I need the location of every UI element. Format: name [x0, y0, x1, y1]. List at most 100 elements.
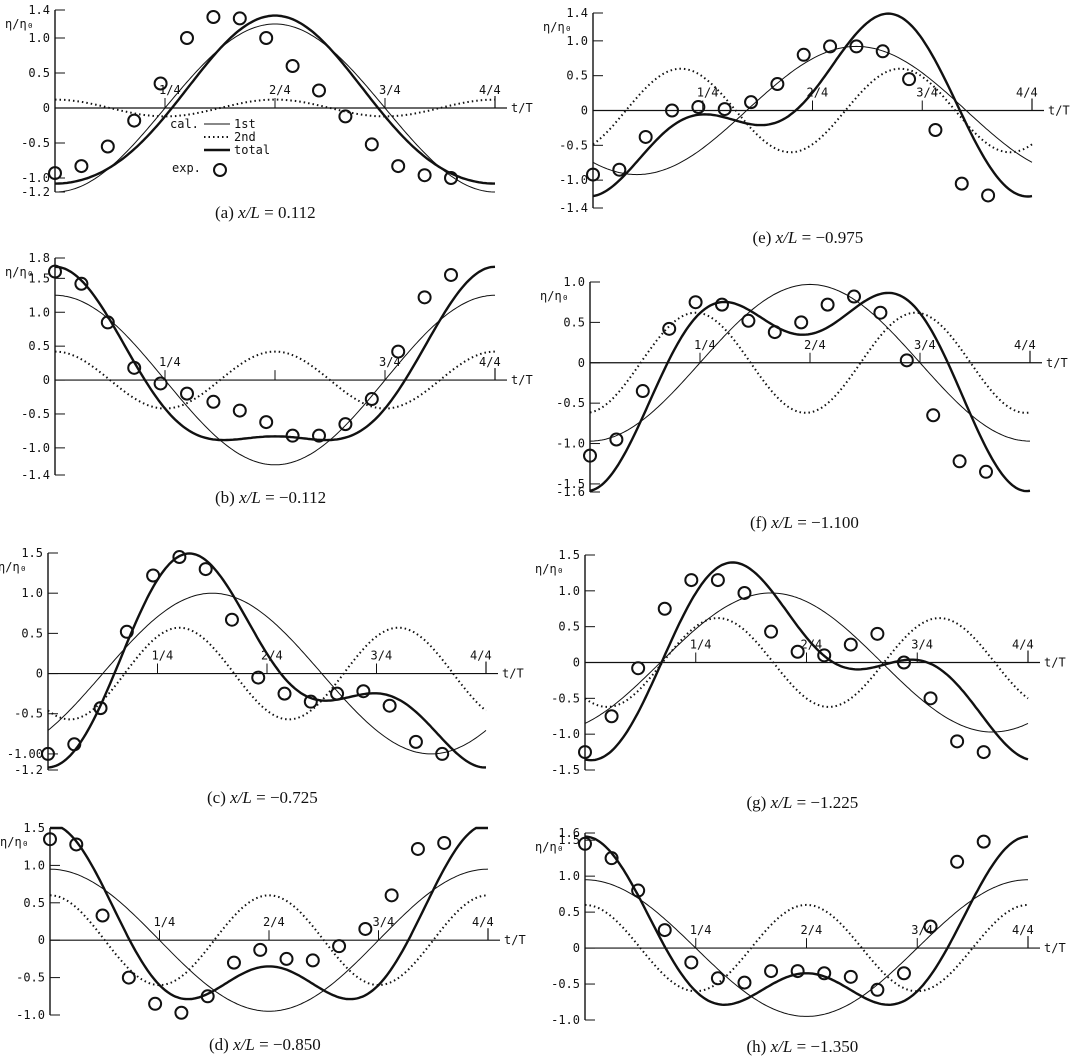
caption-prefix: (a)	[215, 203, 238, 222]
series-total-line	[54, 265, 496, 442]
exp-point	[232, 403, 247, 418]
exp-point	[358, 921, 373, 936]
caption-prefix: (e)	[753, 228, 776, 247]
exp-point	[744, 95, 759, 110]
x-tick-label: 4/4	[470, 649, 492, 663]
y-tick-label: -1.5	[556, 477, 585, 491]
exp-point	[391, 159, 406, 174]
exp-point	[976, 745, 991, 760]
exp-point	[417, 290, 432, 305]
y-tick-label: -1.4	[559, 201, 588, 215]
exp-point	[305, 953, 320, 968]
exp-point	[100, 139, 115, 154]
exp-point	[688, 295, 703, 310]
caption-variable: x/L	[770, 513, 793, 532]
x-tick-label: 3/4	[916, 86, 938, 100]
exp-point	[873, 305, 888, 320]
x-tick-label: 4/4	[1014, 338, 1036, 352]
panel-caption: (g) x/L = −1.225	[747, 793, 859, 812]
series-total-line	[584, 561, 1029, 762]
y-tick-label: 1.5	[21, 546, 43, 560]
caption-prefix: (b)	[215, 488, 239, 507]
x-axis-label: t/T	[511, 373, 533, 387]
x-tick-label: 1/4	[694, 338, 716, 352]
x-tick-label: 3/4	[914, 338, 936, 352]
exp-point	[148, 996, 163, 1011]
y-tick-label: 0	[43, 373, 50, 387]
exp-point	[612, 162, 627, 177]
y-tick-label: -1.0	[21, 441, 50, 455]
exp-point	[153, 376, 168, 391]
y-tick-label: 1.4	[566, 6, 588, 20]
exp-point	[710, 971, 725, 986]
y-tick-label: -0.5	[556, 396, 585, 410]
exp-point	[391, 344, 406, 359]
exp-point	[902, 72, 917, 87]
x-axis-label: t/T	[502, 667, 524, 681]
y-tick-label: 0	[581, 104, 588, 118]
exp-point	[583, 448, 597, 463]
exp-point	[146, 568, 161, 583]
legend-exp-swatch	[213, 163, 227, 177]
panel-caption: (h) x/L = −1.350	[747, 1037, 859, 1056]
exp-point	[435, 746, 450, 761]
exp-point	[737, 585, 752, 600]
exp-point	[285, 428, 300, 443]
exp-point	[684, 573, 699, 588]
y-tick-label: 0	[578, 356, 585, 370]
exp-point	[715, 297, 729, 312]
exp-point	[849, 39, 864, 54]
exp-point	[817, 648, 832, 663]
panel-caption: (b) x/L = −0.112	[215, 488, 326, 507]
caption-value: = −0.112	[261, 488, 326, 507]
exp-point	[279, 951, 294, 966]
series-1st-line	[47, 592, 487, 755]
exp-point	[794, 315, 809, 330]
y-tick-label: -1.0	[16, 1008, 45, 1022]
exp-point	[303, 694, 318, 709]
exp-point	[100, 315, 115, 330]
y-tick-label: -1.0	[556, 437, 585, 451]
caption-variable: x/L	[238, 488, 261, 507]
caption-prefix: (c)	[207, 788, 230, 807]
exp-point	[764, 624, 779, 639]
exp-point	[764, 964, 779, 979]
y-tick-label: 0	[38, 933, 45, 947]
exp-point	[578, 836, 592, 851]
exp-point	[338, 417, 353, 432]
exp-point	[817, 966, 832, 981]
y-tick-label: 1.6	[558, 826, 580, 840]
x-axis-label: t/T	[511, 101, 533, 115]
exp-point	[952, 454, 967, 469]
y-axis-label: η/η₀	[543, 20, 572, 34]
y-tick-label: -1.6	[556, 485, 585, 499]
exp-point	[232, 11, 247, 26]
exp-point	[206, 394, 221, 409]
y-tick-label: -1.4	[21, 468, 50, 482]
y-tick-label: 1.5	[23, 821, 45, 835]
exp-point	[153, 76, 168, 91]
exp-point	[172, 550, 187, 565]
caption-value: = −0.975	[797, 228, 863, 247]
y-tick-label: 1.0	[23, 858, 45, 872]
exp-point	[954, 176, 969, 191]
exp-point	[364, 137, 379, 152]
x-tick-label: 3/4	[911, 923, 933, 937]
panel-g: 1.51.00.50-0.5-1.0-1.5η/η₀1/4 2/4 3/4 4/4t/…	[535, 548, 1066, 812]
exp-point	[121, 970, 136, 985]
y-tick-label: -0.5	[551, 977, 580, 991]
exp-point	[635, 384, 650, 399]
y-tick-label: 1.8	[28, 251, 50, 265]
x-tick-label: 4/4	[1012, 923, 1034, 937]
y-tick-label: 0	[36, 667, 43, 681]
exp-point	[586, 167, 600, 182]
caption-prefix: (g)	[747, 793, 771, 812]
exp-point	[790, 964, 805, 979]
panel-a: 1.4 1.0 0.5 0 -0.5 -1.0-1.2 η/η₀ 1/4 2/4 3/4 4/4 t/…	[5, 3, 533, 222]
exp-point	[48, 264, 62, 279]
panel-b: 1.8 1.5 1.0 0.5 0 -0.5 -1.0 -1.4 η/η₀ 1/4 3/4 4/4 t/…	[5, 251, 533, 507]
caption-prefix: (h)	[747, 1037, 771, 1056]
exp-point	[200, 989, 215, 1004]
exp-point	[843, 637, 858, 652]
